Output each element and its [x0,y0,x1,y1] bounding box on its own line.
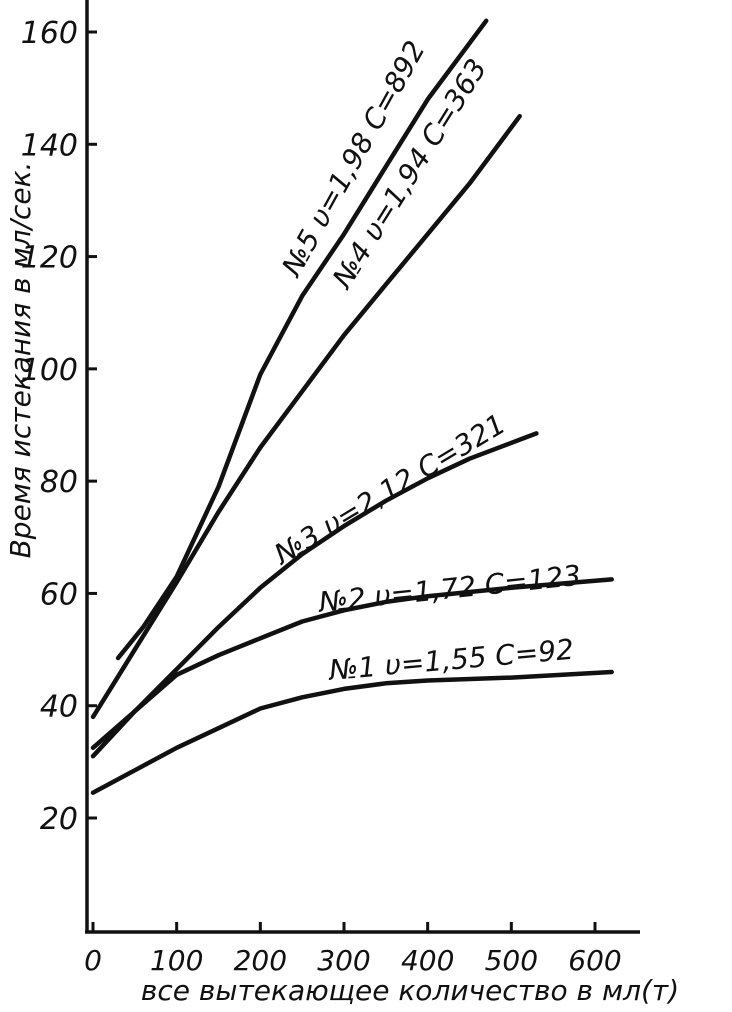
x-tick-label: 0 [84,944,102,977]
y-tick-label: 140 [21,128,78,163]
x-tick-label: 600 [568,944,621,977]
y-tick-label: 20 [40,802,78,837]
y-axis-label: Время истекания в мл/сек. [4,162,37,559]
y-tick-label: 80 [40,465,78,500]
x-tick-label: 300 [317,944,370,977]
x-tick-label: 100 [150,944,203,977]
series-line-1 [90,669,614,795]
series-line-5 [115,18,489,661]
x-tick-label: 500 [485,944,538,977]
y-tick-label: 100 [21,353,78,388]
x-tick-label: 200 [234,944,287,977]
tick-labels: 20 40 60 80 100 120 140 160 0 100 200 300 400 500 600 [21,16,622,977]
series-label-3: №3 υ=2,12 C=321 [267,407,511,572]
series-lines [90,18,614,795]
y-tick-label: 120 [21,241,78,276]
y-tick-label: 60 [40,577,78,612]
series-label-2: №2 υ=1,72 C=123 [315,559,582,620]
series-line-4 [90,113,522,720]
y-tick-label: 40 [40,690,78,725]
y-tick-label: 160 [21,16,78,51]
x-tick-label: 400 [401,944,454,977]
series-line-3 [90,431,539,751]
x-axis-label: все вытекающее количество в мл(т) [141,974,679,1007]
series-line-2 [90,577,614,759]
